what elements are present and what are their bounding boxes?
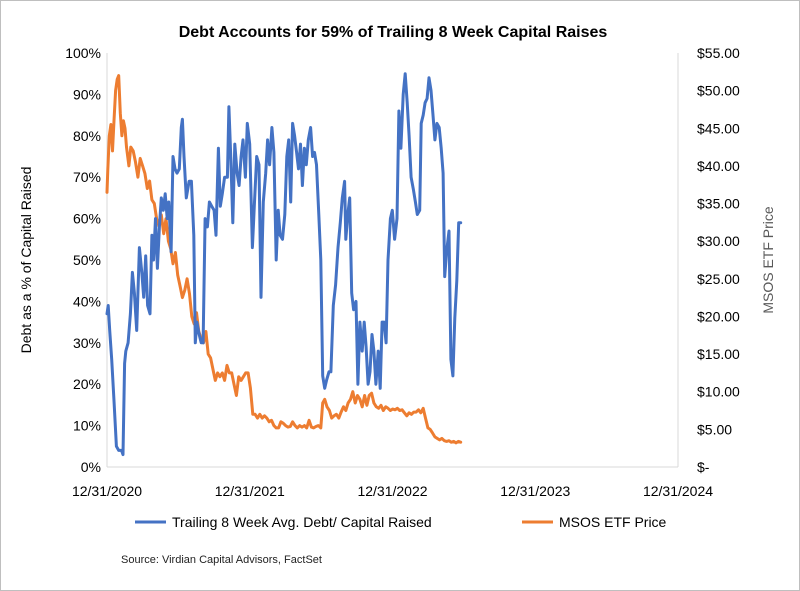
- x-tick-label: 12/31/2021: [215, 483, 285, 499]
- right-tick-label: $45.00: [697, 120, 740, 136]
- right-tick-label: $25.00: [697, 271, 740, 287]
- right-tick-label: $-: [697, 459, 710, 475]
- legend-label-msos: MSOS ETF Price: [559, 514, 667, 530]
- x-tick-label: 12/31/2023: [500, 483, 570, 499]
- left-axis-ticks: 0% 10% 20% 30% 40% 50% 60% 70% 80% 90% 100%: [65, 45, 101, 475]
- right-axis-label: MSOS ETF Price: [760, 206, 776, 314]
- left-tick-label: 80%: [73, 128, 101, 144]
- right-tick-label: $55.00: [697, 45, 740, 61]
- series-group: [105, 72, 463, 457]
- left-tick-label: 40%: [73, 293, 101, 309]
- right-tick-label: $20.00: [697, 308, 740, 324]
- debt-share-line: [105, 72, 463, 457]
- left-tick-label: 70%: [73, 169, 101, 185]
- x-tick-label: 12/31/2020: [72, 483, 142, 499]
- right-tick-label: $30.00: [697, 233, 740, 249]
- left-tick-label: 30%: [73, 335, 101, 351]
- right-tick-label: $50.00: [697, 83, 740, 99]
- x-tick-label: 12/31/2024: [643, 483, 713, 499]
- left-tick-label: 20%: [73, 376, 101, 392]
- legend-label-debt: Trailing 8 Week Avg. Debt/ Capital Raise…: [172, 514, 432, 530]
- right-axis-ticks: $- $5.00 $10.00 $15.00 $20.00 $25.00 $30.00 $35…: [697, 45, 740, 475]
- left-axis-label: Debt as a % of Capital Raised: [18, 167, 34, 354]
- legend: Trailing 8 Week Avg. Debt/ Capital Raise…: [135, 514, 667, 530]
- left-tick-label: 90%: [73, 86, 101, 102]
- right-tick-label: $35.00: [697, 196, 740, 212]
- left-tick-label: 100%: [65, 45, 101, 61]
- chart-title: Debt Accounts for 59% of Trailing 8 Week…: [179, 24, 608, 41]
- left-tick-label: 0%: [81, 459, 101, 475]
- chart-svg: Debt Accounts for 59% of Trailing 8 Week…: [18, 24, 776, 530]
- left-tick-label: 50%: [73, 252, 101, 268]
- right-tick-label: $10.00: [697, 384, 740, 400]
- right-tick-label: $40.00: [697, 158, 740, 174]
- right-tick-label: $15.00: [697, 346, 740, 362]
- right-tick-label: $5.00: [697, 421, 732, 437]
- left-tick-label: 10%: [73, 418, 101, 434]
- left-tick-label: 60%: [73, 211, 101, 227]
- x-tick-label: 12/31/2022: [357, 483, 427, 499]
- source-note: Source: Virdian Capital Advisors, FactSe…: [121, 554, 322, 566]
- x-axis-ticks: 12/31/2020 12/31/2021 12/31/2022 12/31/2023…: [72, 483, 713, 499]
